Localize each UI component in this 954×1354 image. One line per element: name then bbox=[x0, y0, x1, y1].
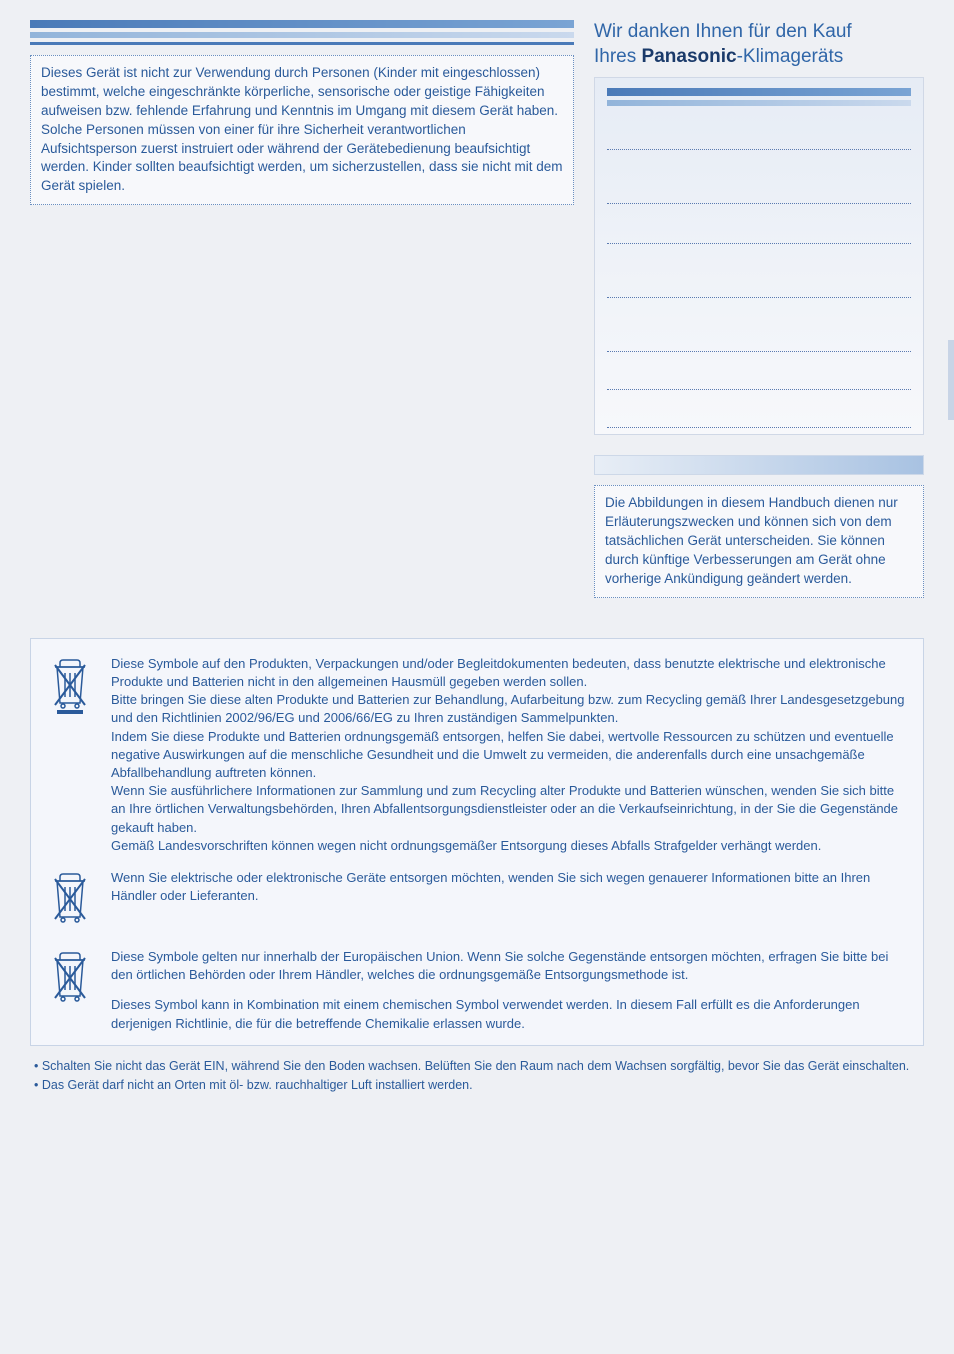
left-column: Dieses Gerät ist nicht zur Verwendung du… bbox=[30, 20, 574, 598]
thanks-line1: Wir danken Ihnen für den Kauf bbox=[594, 21, 852, 42]
disposal-text-3: Diese Symbole gelten nur innerhalb der E… bbox=[111, 948, 907, 1033]
toc-dotted-line bbox=[607, 338, 911, 352]
toc-dotted-line bbox=[607, 230, 911, 244]
header-bar-dark bbox=[30, 20, 574, 28]
toc-dotted-line bbox=[607, 136, 911, 150]
toc-dotted-line bbox=[607, 284, 911, 298]
toc-bar-light bbox=[607, 100, 911, 106]
toc-dotted-line bbox=[607, 414, 911, 428]
thanks-line2-pre: Ihres bbox=[594, 46, 642, 67]
disposal-row-2: Wenn Sie elektrische oder elektronische … bbox=[47, 869, 907, 934]
toc-box bbox=[594, 77, 924, 435]
page-tab-edge bbox=[948, 340, 954, 420]
disposal-text-2: Wenn Sie elektrische oder elektronische … bbox=[111, 869, 907, 934]
toc-bar-dark bbox=[607, 88, 911, 96]
weee-bin-icon bbox=[47, 869, 97, 934]
thanks-heading: Wir danken Ihnen für den Kauf Ihres Pana… bbox=[594, 20, 924, 69]
thanks-line2-post: -Klimageräts bbox=[737, 46, 844, 67]
toc-dotted-line bbox=[607, 376, 911, 390]
disposal-row-1: Diese Symbole auf den Produkten, Verpack… bbox=[47, 655, 907, 855]
footer-bullet-2: • Das Gerät darf nicht an Orten mit öl- … bbox=[34, 1077, 920, 1095]
hinweis-bar bbox=[594, 455, 924, 475]
disposal-text-1: Diese Symbole auf den Produkten, Verpack… bbox=[111, 655, 907, 855]
safety-warning-text: Dieses Gerät ist nicht zur Verwendung du… bbox=[41, 65, 563, 193]
footer-bullets: • Schalten Sie nicht das Gerät EIN, währ… bbox=[30, 1058, 924, 1095]
disposal-text-3a: Diese Symbole gelten nur innerhalb der E… bbox=[111, 948, 907, 984]
safety-warning-box: Dieses Gerät ist nicht zur Verwendung du… bbox=[30, 55, 574, 205]
right-column: Wir danken Ihnen für den Kauf Ihres Pana… bbox=[594, 20, 924, 598]
toc-header-bars bbox=[607, 88, 911, 106]
footer-bullet-1: • Schalten Sie nicht das Gerät EIN, währ… bbox=[34, 1058, 920, 1076]
disposal-text-3b: Dieses Symbol kann in Kombination mit ei… bbox=[111, 996, 907, 1032]
header-bar-light bbox=[30, 32, 574, 38]
toc-dotted-line bbox=[607, 190, 911, 204]
toc-lines-container bbox=[607, 136, 911, 428]
weee-bin-icon bbox=[47, 948, 97, 1033]
header-underline bbox=[30, 42, 574, 45]
disposal-row-3: Diese Symbole gelten nur innerhalb der E… bbox=[47, 948, 907, 1033]
illustration-note-text: Die Abbildungen in diesem Handbuch diene… bbox=[605, 495, 898, 586]
weee-bin-icon bbox=[47, 655, 97, 855]
illustration-note-box: Die Abbildungen in diesem Handbuch diene… bbox=[594, 485, 924, 597]
disposal-info-box: Diese Symbole auf den Produkten, Verpack… bbox=[30, 638, 924, 1046]
brand-label: Panasonic bbox=[642, 46, 737, 67]
